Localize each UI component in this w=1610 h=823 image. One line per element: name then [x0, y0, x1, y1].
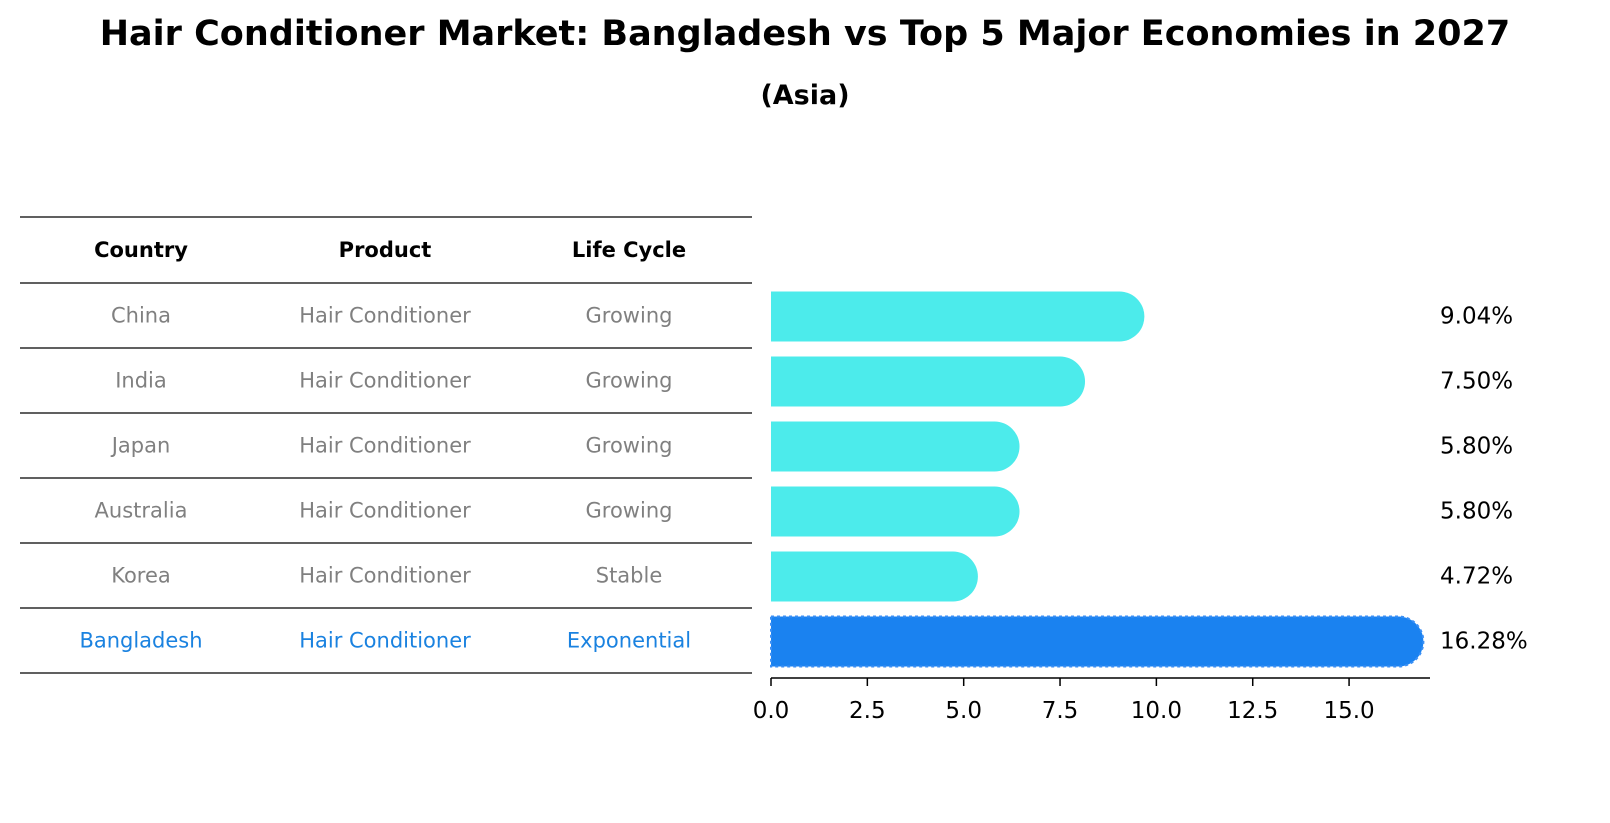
table-header-product: Product [339, 238, 432, 262]
x-tick-label: 5.0 [945, 698, 982, 724]
x-tick-label: 15.0 [1323, 698, 1374, 724]
x-tick-label: 0.0 [753, 698, 790, 724]
table-cell-life-cycle: Growing [586, 434, 673, 458]
table-cell-country: Bangladesh [79, 629, 202, 653]
chart-title: Hair Conditioner Market: Bangladesh vs T… [99, 14, 1511, 54]
table-cell-product: Hair Conditioner [299, 564, 471, 588]
table-cell-country: India [115, 369, 167, 393]
data-table: Country Product Life Cycle China Hair Condit… [20, 216, 752, 674]
bar-bangladesh [770, 615, 1425, 668]
table-header-country: Country [94, 238, 188, 262]
bar-plot: 9.04% 7.50% 5.80% 5.80% 4.72% 16.28% [770, 291, 1528, 668]
chart-subtitle: (Asia) [760, 80, 850, 111]
table-header-life-cycle: Life Cycle [572, 238, 686, 262]
x-tick-label: 7.5 [1042, 698, 1079, 724]
table-cell-product: Hair Conditioner [299, 434, 471, 458]
bar-korea [771, 551, 978, 602]
bar-value-label: 16.28% [1440, 629, 1528, 655]
table-cell-product: Hair Conditioner [299, 629, 471, 653]
table-cell-product: Hair Conditioner [299, 369, 471, 393]
table-cell-product: Hair Conditioner [299, 304, 471, 328]
table-cell-life-cycle: Growing [586, 369, 673, 393]
bar-japan [771, 421, 1020, 472]
table-cell-country: China [111, 304, 171, 328]
x-tick-label: 10.0 [1131, 698, 1182, 724]
table-cell-life-cycle: Stable [596, 564, 663, 588]
x-tick-label: 2.5 [849, 698, 886, 724]
table-cell-life-cycle: Growing [586, 304, 673, 328]
bar-china [771, 291, 1145, 342]
bar-value-label: 5.80% [1440, 499, 1513, 525]
bar-australia [771, 486, 1020, 537]
bar-value-label: 7.50% [1440, 369, 1513, 395]
x-tick-label: 12.5 [1227, 698, 1278, 724]
table-cell-product: Hair Conditioner [299, 499, 471, 523]
bar-india [771, 356, 1086, 407]
bar-value-label: 4.72% [1440, 564, 1513, 590]
table-cell-life-cycle: Exponential [567, 629, 691, 653]
bar-value-label: 5.80% [1440, 434, 1513, 460]
x-axis: 0.0 2.5 5.0 7.5 10.0 12.5 15.0 [753, 677, 1430, 724]
table-cell-country: Australia [95, 499, 188, 523]
table-cell-country: Korea [111, 564, 171, 588]
table-cell-life-cycle: Growing [586, 499, 673, 523]
bar-value-label: 9.04% [1440, 304, 1513, 330]
table-cell-country: Japan [110, 434, 171, 458]
